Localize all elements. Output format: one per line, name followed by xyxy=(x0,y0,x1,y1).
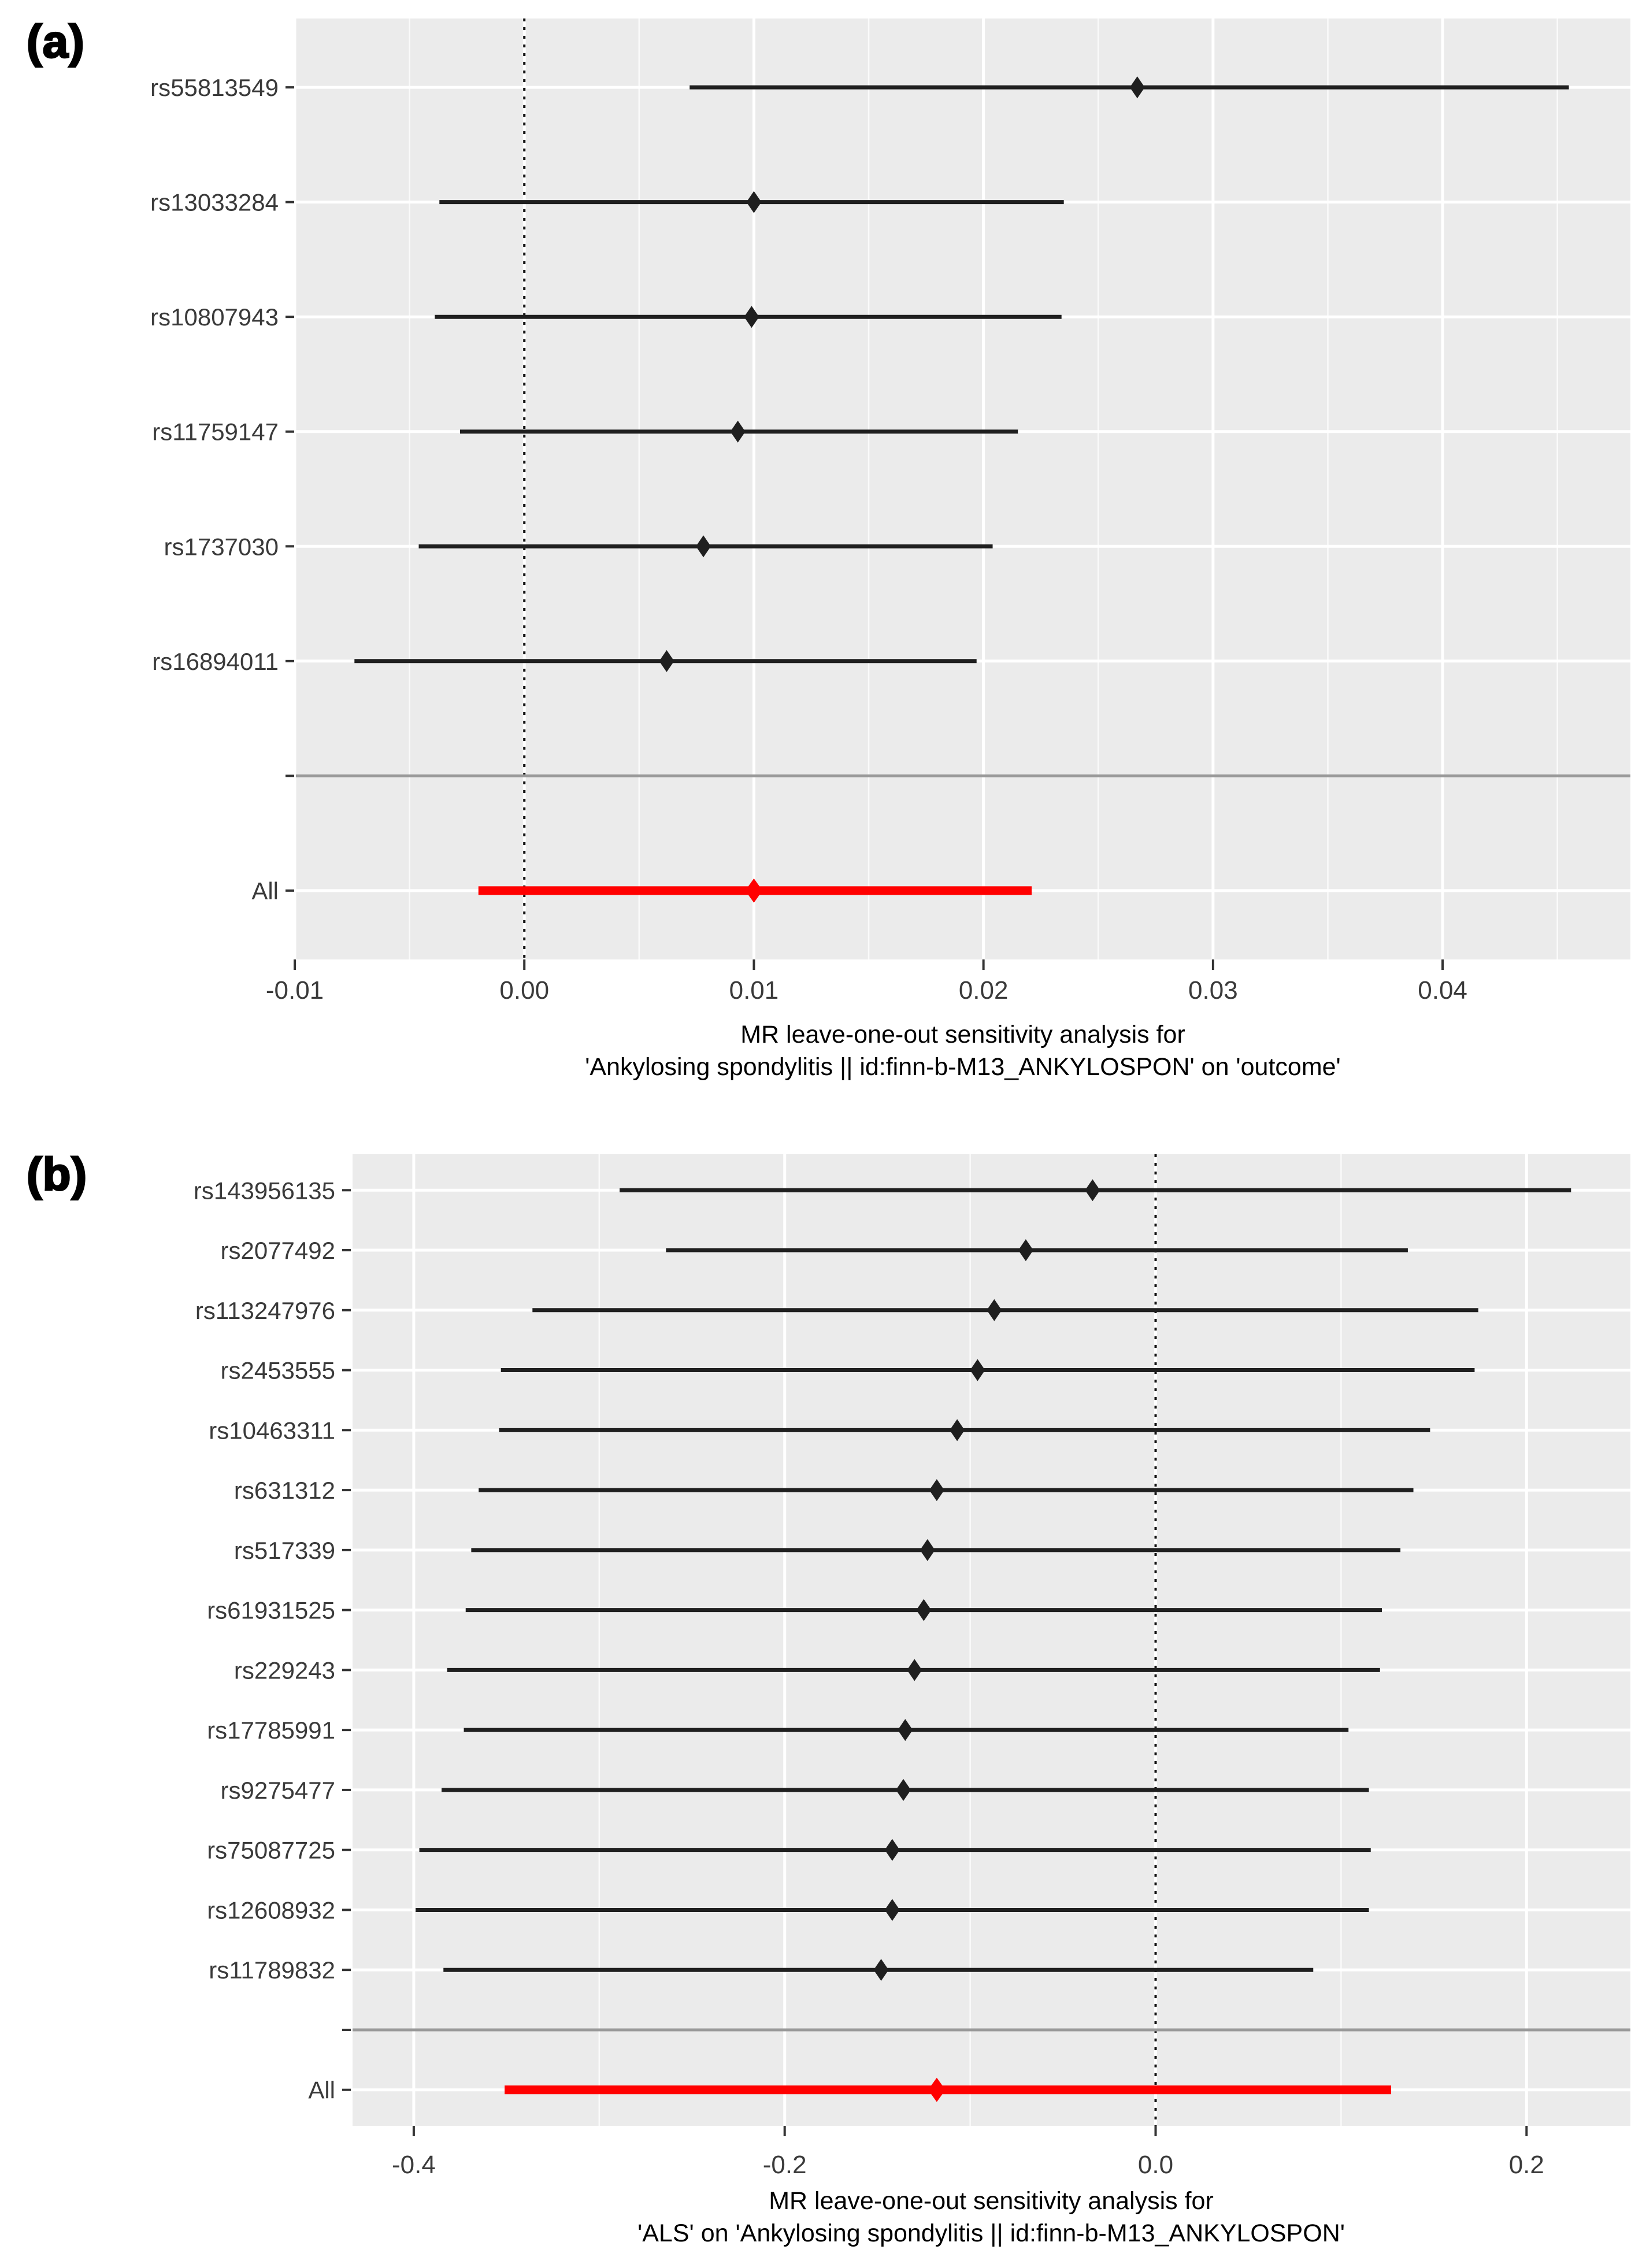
point-estimate xyxy=(950,1419,965,1441)
x-tick-label: 0.01 xyxy=(729,976,779,1005)
x-tick-label: 0.02 xyxy=(959,976,1009,1005)
caption-a-line1: MR leave-one-out sensitivity analysis fo… xyxy=(740,1021,1185,1048)
x-tick-label: 0.2 xyxy=(1509,2151,1544,2179)
y-axis-label: rs631312 xyxy=(234,1477,335,1504)
point-estimate xyxy=(898,1719,913,1741)
y-axis-label: All xyxy=(308,2077,335,2104)
point-estimate xyxy=(730,420,746,443)
point-estimate xyxy=(696,535,711,558)
x-tick-label: 0.04 xyxy=(1418,976,1467,1005)
x-tick-label: -0.4 xyxy=(392,2151,436,2179)
caption-plot-b: MR leave-one-out sensitivity analysis fo… xyxy=(413,2185,1569,2250)
point-estimate xyxy=(873,1959,889,1981)
panel-label-b: (b) xyxy=(25,1148,88,1201)
y-axis-label: rs12608932 xyxy=(207,1896,335,1924)
caption-b-line1: MR leave-one-out sensitivity analysis fo… xyxy=(769,2187,1214,2215)
caption-plot-a: MR leave-one-out sensitivity analysis fo… xyxy=(385,1018,1541,1083)
y-axis-label: rs16894011 xyxy=(152,648,279,675)
y-axis-label: rs143956135 xyxy=(194,1177,335,1204)
point-estimate xyxy=(744,306,759,328)
point-estimate xyxy=(970,1359,985,1381)
point-estimate xyxy=(929,1479,944,1502)
y-axis-label: rs55813549 xyxy=(150,74,279,101)
x-tick-label: -0.01 xyxy=(266,976,324,1005)
y-axis-label: rs113247976 xyxy=(195,1297,335,1324)
point-estimate-all xyxy=(928,2077,946,2102)
point-estimate xyxy=(884,1839,900,1861)
point-estimate xyxy=(896,1778,911,1801)
y-axis-label: rs11789832 xyxy=(209,1956,335,1984)
x-tick-label: 0.03 xyxy=(1188,976,1238,1005)
x-tick-label: 0.0 xyxy=(1138,2151,1173,2179)
x-tick-label: 0.00 xyxy=(499,976,549,1005)
y-axis-label: All xyxy=(251,877,279,905)
point-estimate xyxy=(659,650,674,672)
point-estimate xyxy=(1018,1239,1033,1262)
y-axis-label: rs10463311 xyxy=(209,1417,335,1444)
panel-label-a: (a) xyxy=(26,15,86,68)
y-axis-label: rs1737030 xyxy=(164,533,279,560)
y-axis-label: rs2077492 xyxy=(221,1237,336,1264)
caption-b-line2: 'ALS' on 'Ankylosing spondylitis || id:f… xyxy=(637,2219,1345,2247)
point-estimate xyxy=(1129,76,1145,99)
point-estimate xyxy=(1085,1179,1100,1202)
plot-panel xyxy=(296,18,1630,959)
point-estimate-all xyxy=(745,878,763,903)
caption-a-line2: 'Ankylosing spondylitis || id:finn-b-M13… xyxy=(585,1053,1341,1081)
y-axis-label: rs11759147 xyxy=(152,418,279,446)
plot-panel xyxy=(353,1154,1630,2126)
y-axis-label: rs229243 xyxy=(234,1656,335,1684)
point-estimate xyxy=(987,1299,1002,1321)
point-estimate xyxy=(884,1899,900,1921)
y-axis-label: rs10807943 xyxy=(150,303,279,331)
x-tick-label: -0.2 xyxy=(763,2151,807,2179)
y-axis-label: rs61931525 xyxy=(207,1597,335,1624)
y-axis-label: rs17785991 xyxy=(207,1717,335,1744)
point-estimate xyxy=(907,1659,922,1681)
y-axis-label: rs2453555 xyxy=(221,1357,336,1384)
point-estimate xyxy=(746,191,762,213)
y-axis-label: rs75087725 xyxy=(207,1837,335,1864)
y-axis-label: rs13033284 xyxy=(150,189,279,216)
y-axis-label: rs9275477 xyxy=(221,1777,336,1804)
y-axis-label: rs517339 xyxy=(234,1537,335,1564)
point-estimate xyxy=(916,1599,932,1621)
point-estimate xyxy=(920,1539,935,1561)
